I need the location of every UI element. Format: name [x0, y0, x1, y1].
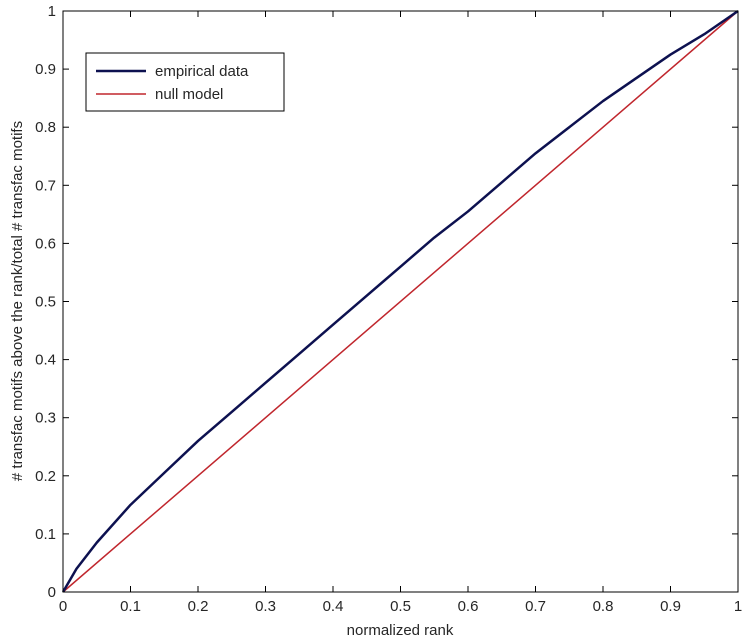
y-tick-label: 0.3	[35, 410, 56, 427]
x-tick-label: 0.1	[120, 598, 141, 615]
y-tick-label: 1	[48, 3, 56, 20]
tick-layer: 0 0.1 0.2 0.3 0.4 0.5 0.6 0.7 0.8 0.9 1 0 0.1 0.2 0.3 0…	[35, 3, 742, 615]
x-tick-label: 0.5	[390, 598, 411, 615]
y-tick-label: 0.8	[35, 119, 56, 136]
y-tick-label: 0.1	[35, 526, 56, 543]
legend-label-null-model: null model	[155, 86, 223, 103]
series-layer	[61, 9, 739, 593]
legend: empirical data null model	[85, 52, 285, 112]
x-tick-label: 0.4	[323, 598, 344, 615]
y-tick-label: 0.9	[35, 61, 56, 78]
x-tick-label: 0.7	[525, 598, 546, 615]
x-tick-label: 0	[59, 598, 67, 615]
y-tick-label: 0.7	[35, 177, 56, 194]
x-tick-label: 0.3	[255, 598, 276, 615]
legend-box	[85, 52, 285, 112]
y-tick-label: 0.2	[35, 468, 56, 485]
y-tick-label: 0.4	[35, 352, 56, 369]
x-axis-label: normalized rank	[347, 622, 454, 639]
y-tick-label: 0.5	[35, 294, 56, 311]
x-tick-label: 0.8	[593, 598, 614, 615]
y-tick-label: 0	[48, 584, 56, 601]
series-line-null-model	[62, 10, 739, 593]
y-axis-label: # transfac motifs above the rank/total #…	[9, 121, 26, 481]
x-tick-label: 0.9	[660, 598, 681, 615]
x-tick-label: 0.2	[188, 598, 209, 615]
y-tick-label: 0.6	[35, 235, 56, 252]
legend-label-empirical-data: empirical data	[155, 63, 249, 80]
series-line-empirical-data	[61, 9, 739, 593]
x-tick-label: 0.6	[458, 598, 479, 615]
x-tick-label: 1	[734, 598, 742, 615]
